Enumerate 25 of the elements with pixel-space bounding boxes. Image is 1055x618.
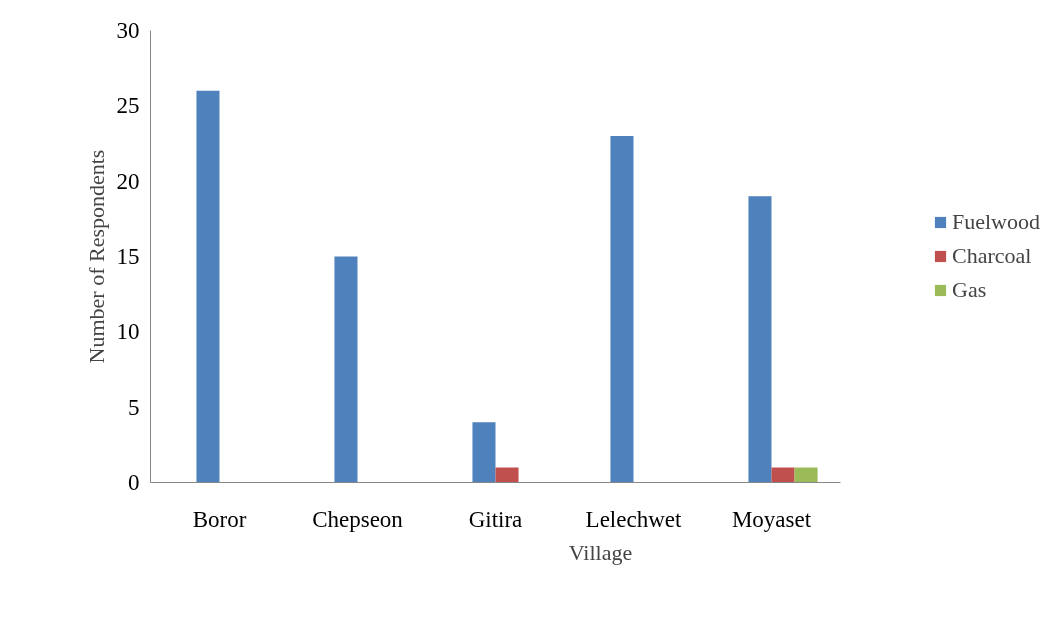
bar bbox=[334, 256, 358, 483]
y-tick-label: 0 bbox=[128, 470, 140, 495]
x-tick-label: Moyaset bbox=[731, 506, 812, 532]
y-tick-label: 30 bbox=[116, 18, 140, 43]
legend-label: Fuelwood bbox=[952, 209, 1040, 235]
bar bbox=[794, 467, 818, 483]
bar bbox=[771, 467, 795, 483]
bar bbox=[472, 422, 496, 483]
y-tick-label: 25 bbox=[116, 93, 140, 119]
x-tick-label: Gitira bbox=[468, 506, 523, 532]
y-tick-label: 10 bbox=[116, 319, 140, 345]
bar bbox=[196, 90, 220, 483]
x-axis-title: Village bbox=[568, 539, 633, 565]
bar bbox=[748, 196, 772, 483]
legend-label: Charcoal bbox=[952, 243, 1032, 269]
y-tick-label: 20 bbox=[116, 168, 140, 194]
x-tick-label: Boror bbox=[192, 506, 247, 532]
x-tick-label: Chepseon bbox=[312, 506, 404, 532]
y-tick-label: 5 bbox=[128, 394, 140, 420]
bar bbox=[610, 135, 634, 483]
legend-label: Gas bbox=[952, 277, 987, 303]
y-axis-title: Number of Respondents bbox=[83, 149, 109, 364]
bar bbox=[495, 467, 519, 483]
x-tick-label: Lelechwet bbox=[585, 506, 682, 532]
y-tick-label: 15 bbox=[116, 244, 140, 269]
